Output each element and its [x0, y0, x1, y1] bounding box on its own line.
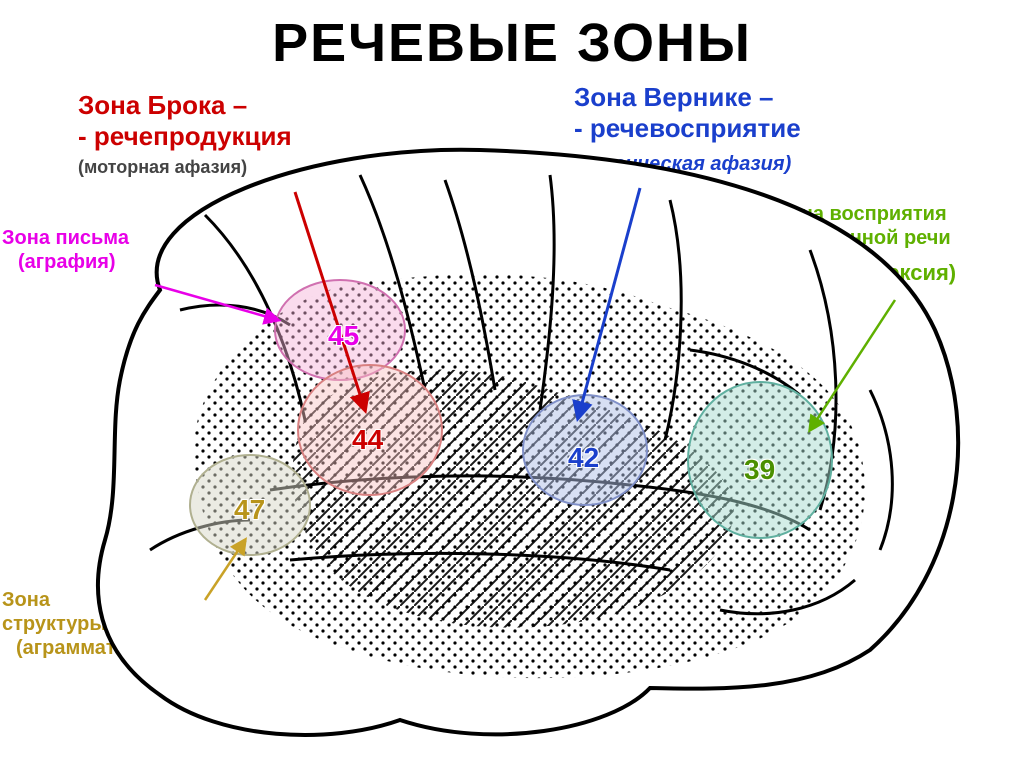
zone-num-44: 44 — [352, 424, 383, 456]
zone-num-45: 45 — [328, 320, 359, 352]
zone-num-42: 42 — [568, 442, 599, 474]
wernicke-line1: Зона Вернике – — [574, 82, 801, 113]
zone-num-47: 47 — [234, 494, 265, 526]
zone-num-39: 39 — [744, 454, 775, 486]
brain-diagram — [50, 130, 990, 750]
broca-line1: Зона Брока – — [78, 90, 292, 121]
page-title: РЕЧЕВЫЕ ЗОНЫ — [0, 12, 1024, 74]
